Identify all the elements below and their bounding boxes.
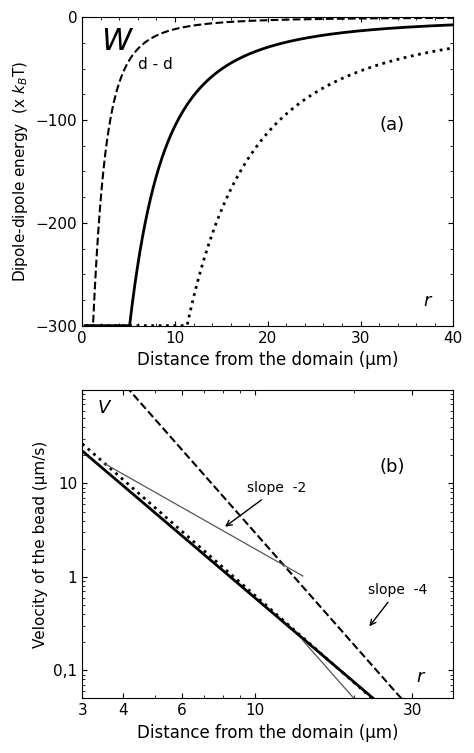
Text: d - d: d - d <box>138 57 173 72</box>
Text: slope  -2: slope -2 <box>226 481 307 526</box>
Y-axis label: Dipole-dipole energy  (x $k_B$T): Dipole-dipole energy (x $k_B$T) <box>11 61 30 282</box>
Text: (b): (b) <box>379 458 405 476</box>
X-axis label: Distance from the domain (μm): Distance from the domain (μm) <box>137 724 399 742</box>
X-axis label: Distance from the domain (μm): Distance from the domain (μm) <box>137 351 399 369</box>
Text: $W$: $W$ <box>101 26 134 57</box>
Text: (a): (a) <box>379 116 404 134</box>
Text: slope  -4: slope -4 <box>368 584 427 625</box>
Y-axis label: Velocity of the bead (μm/s): Velocity of the bead (μm/s) <box>33 441 48 648</box>
Text: r: r <box>416 668 424 686</box>
Text: r: r <box>424 292 431 310</box>
Text: V: V <box>97 399 109 417</box>
